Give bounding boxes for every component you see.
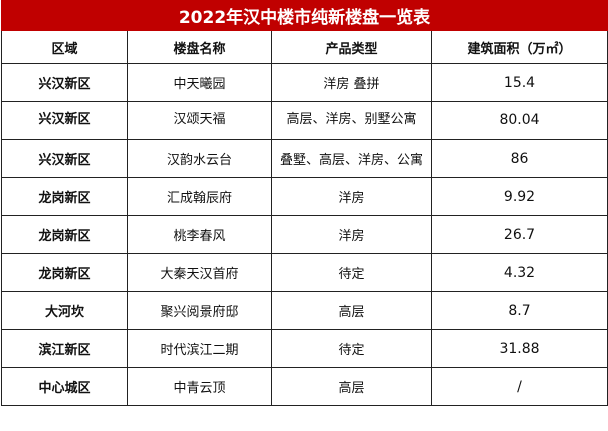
cell-size: 4.32 bbox=[430, 253, 608, 292]
header-area: 区域 bbox=[1, 30, 128, 64]
cell-area: 龙岗新区 bbox=[1, 253, 128, 292]
cell-area: 滨江新区 bbox=[1, 329, 128, 368]
cell-type: 待定 bbox=[271, 253, 432, 292]
table-row: 兴汉新区 中天曦园 洋房 叠拼 15.4 bbox=[1, 63, 608, 102]
cell-type: 洋房 叠拼 bbox=[271, 63, 432, 102]
cell-name: 中青云顶 bbox=[127, 367, 272, 406]
cell-area: 龙岗新区 bbox=[1, 177, 128, 216]
header-row: 区域 楼盘名称 产品类型 建筑面积（万㎡） bbox=[1, 30, 608, 64]
cell-name: 时代滨江二期 bbox=[127, 329, 272, 368]
cell-name: 汇成翰辰府 bbox=[127, 177, 272, 216]
table-row: 龙岗新区 桃李春风 洋房 26.7 bbox=[1, 215, 608, 254]
cell-type: 洋房 bbox=[271, 177, 432, 216]
cell-area: 兴汉新区 bbox=[1, 139, 128, 178]
cell-area: 兴汉新区 bbox=[1, 101, 128, 140]
property-table: 2022年汉中楼市纯新楼盘一览表 区域 楼盘名称 产品类型 建筑面积（万㎡） 兴… bbox=[0, 0, 608, 406]
cell-size: 8.7 bbox=[430, 291, 608, 330]
cell-area: 大河坎 bbox=[1, 291, 128, 330]
table-row: 龙岗新区 大秦天汉首府 待定 4.32 bbox=[1, 253, 608, 292]
table-row: 中心城区 中青云顶 高层 / bbox=[1, 367, 608, 406]
cell-size: 31.88 bbox=[430, 329, 608, 368]
table-row: 滨江新区 时代滨江二期 待定 31.88 bbox=[1, 329, 608, 368]
cell-area: 龙岗新区 bbox=[1, 215, 128, 254]
cell-name: 汉颂天福 bbox=[127, 101, 272, 140]
cell-type: 叠墅、高层、洋房、公寓 bbox=[271, 139, 432, 178]
cell-type: 高层、洋房、别墅公寓 bbox=[271, 101, 432, 140]
table-row: 大河坎 聚兴阅景府邸 高层 8.7 bbox=[1, 291, 608, 330]
table-row: 兴汉新区 汉韵水云台 叠墅、高层、洋房、公寓 86 bbox=[1, 139, 608, 178]
cell-name: 聚兴阅景府邸 bbox=[127, 291, 272, 330]
cell-size: / bbox=[430, 367, 608, 406]
cell-name: 中天曦园 bbox=[127, 63, 272, 102]
cell-size: 86 bbox=[430, 139, 608, 178]
cell-type: 高层 bbox=[271, 367, 432, 406]
header-type: 产品类型 bbox=[271, 30, 432, 64]
cell-type-text: 高层、洋房、别墅公寓 bbox=[286, 112, 417, 128]
cell-name: 汉韵水云台 bbox=[127, 139, 272, 178]
cell-type: 待定 bbox=[271, 329, 432, 368]
table-row: 龙岗新区 汇成翰辰府 洋房 9.92 bbox=[1, 177, 608, 216]
header-name: 楼盘名称 bbox=[127, 30, 272, 64]
cell-size: 80.04 bbox=[430, 101, 608, 140]
table-row: 兴汉新区 汉颂天福 高层、洋房、别墅公寓 80.04 bbox=[1, 101, 608, 140]
title-row: 2022年汉中楼市纯新楼盘一览表 bbox=[0, 0, 608, 31]
cell-area: 兴汉新区 bbox=[1, 63, 128, 102]
cell-name: 桃李春风 bbox=[127, 215, 272, 254]
cell-name: 大秦天汉首府 bbox=[127, 253, 272, 292]
cell-size: 9.92 bbox=[430, 177, 608, 216]
cell-type: 高层 bbox=[271, 291, 432, 330]
table-container: 2022年汉中楼市纯新楼盘一览表 区域 楼盘名称 产品类型 建筑面积（万㎡） 兴… bbox=[0, 0, 608, 406]
header-size: 建筑面积（万㎡） bbox=[430, 30, 608, 64]
cell-size: 26.7 bbox=[430, 215, 608, 254]
cell-size: 15.4 bbox=[430, 63, 608, 102]
cell-type: 洋房 bbox=[271, 215, 432, 254]
cell-area: 中心城区 bbox=[1, 367, 128, 406]
table-title: 2022年汉中楼市纯新楼盘一览表 bbox=[0, 0, 608, 31]
